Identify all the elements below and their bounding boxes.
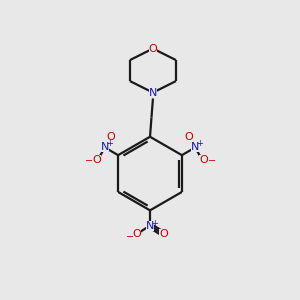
Text: −: − [126, 232, 134, 242]
Text: O: O [132, 229, 141, 239]
Text: N: N [146, 221, 154, 231]
Text: O: O [107, 132, 116, 142]
Text: O: O [199, 155, 208, 165]
Text: −: − [85, 156, 93, 166]
Text: O: O [184, 132, 193, 142]
Text: +: + [196, 140, 203, 148]
Text: N: N [101, 142, 109, 152]
Text: O: O [159, 229, 168, 239]
Text: N: N [149, 88, 157, 98]
Text: −: − [208, 156, 216, 166]
Text: O: O [92, 155, 101, 165]
Text: O: O [148, 44, 157, 54]
Text: +: + [106, 140, 113, 148]
Text: N: N [191, 142, 199, 152]
Text: +: + [151, 219, 158, 228]
